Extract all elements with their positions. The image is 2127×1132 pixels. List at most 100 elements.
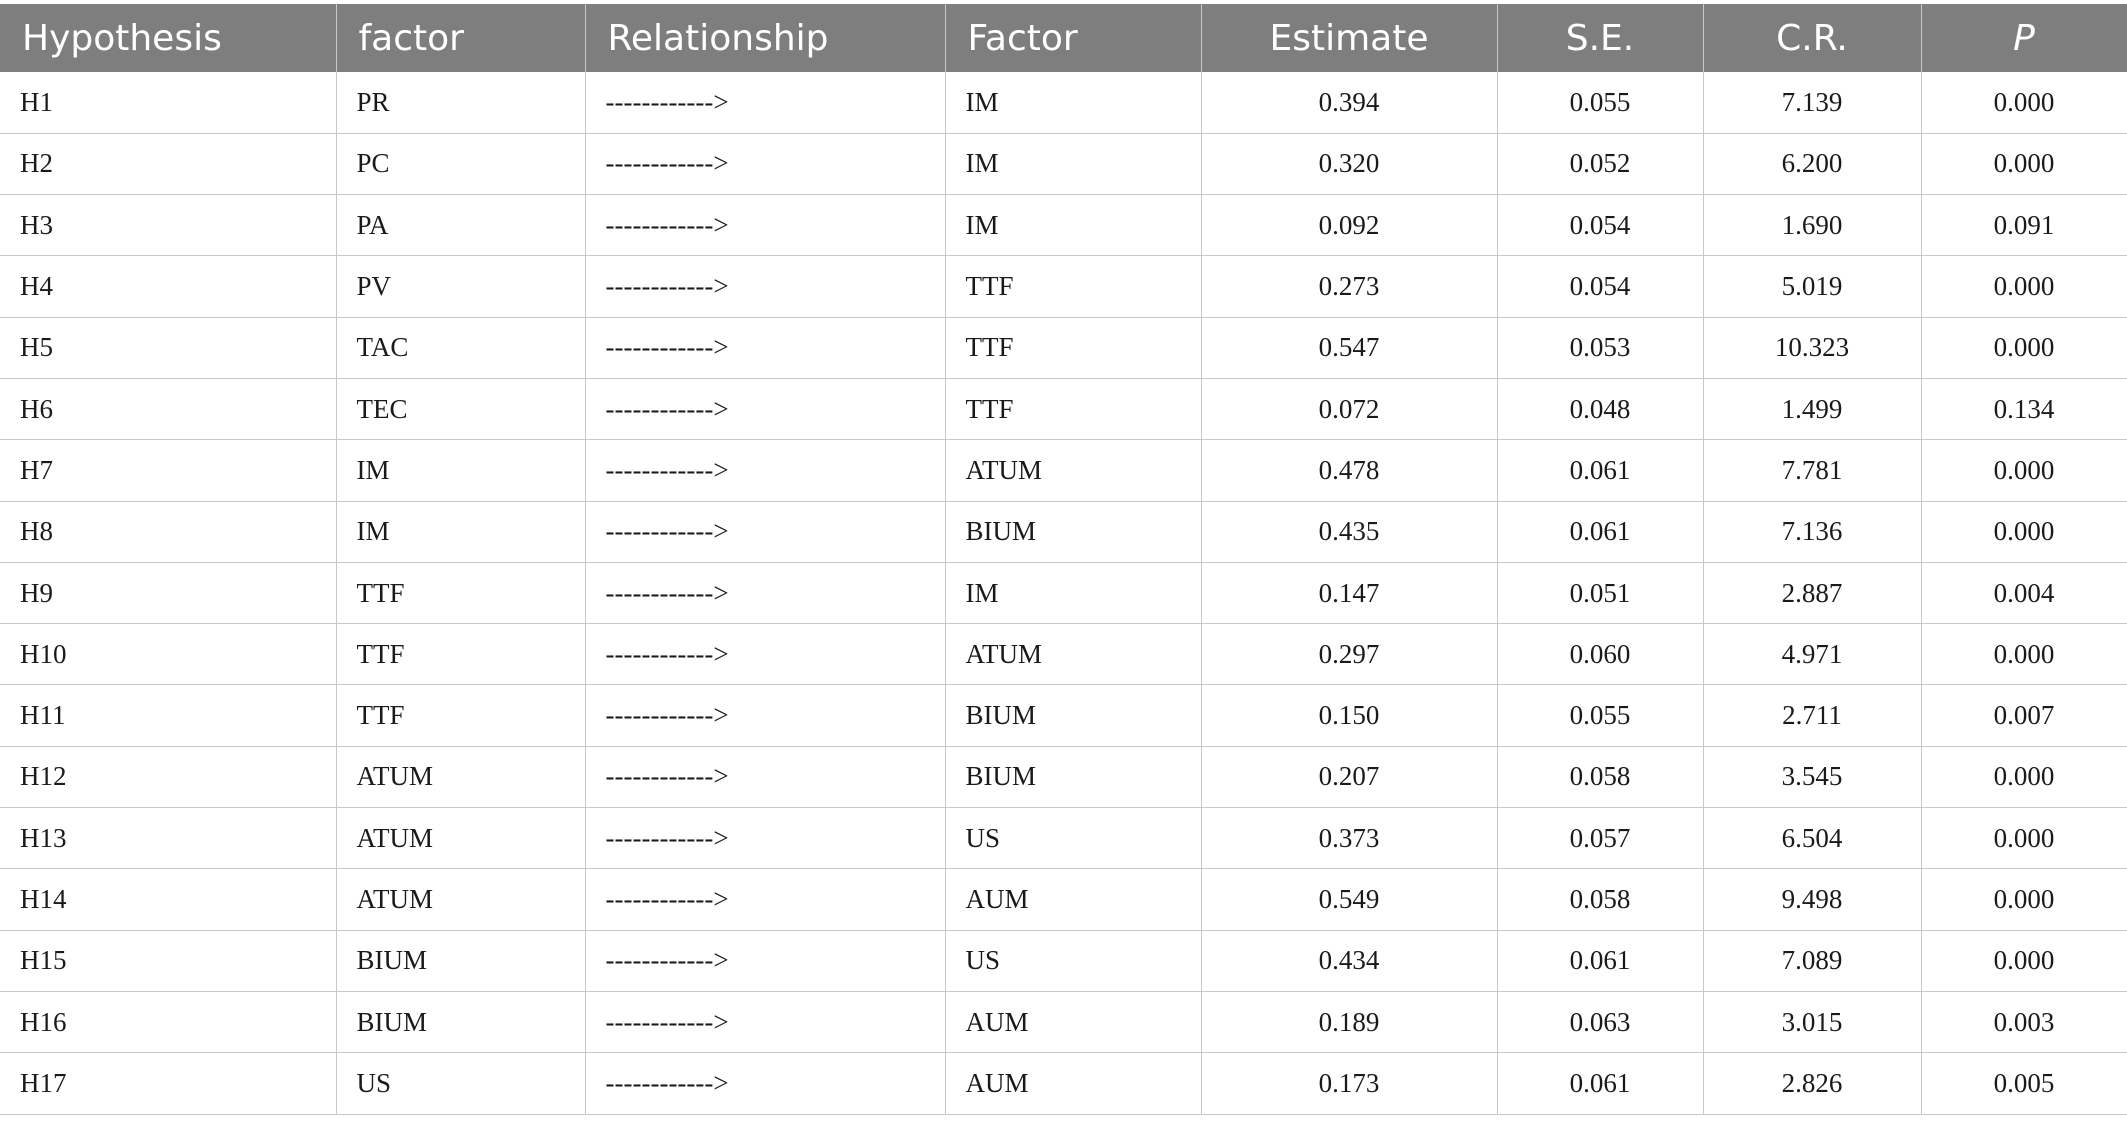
p-value-cell: 0.000: [1921, 255, 2127, 318]
p-value-cell: 0.007: [1921, 684, 2127, 747]
cr-cell: 6.504: [1703, 807, 1922, 870]
table-row: H4 PV ------------> TTF 0.273 0.054 5.019 0.000: [0, 255, 2127, 318]
se-cell: 0.054: [1497, 255, 1704, 318]
cr-cell: 2.711: [1703, 684, 1922, 747]
p-value-cell: 0.000: [1921, 133, 2127, 196]
source-factor-cell: BIUM: [336, 991, 586, 1054]
source-factor-cell: TEC: [336, 378, 586, 441]
hypothesis-cell: H4: [0, 255, 337, 318]
p-value-cell: 0.000: [1921, 807, 2127, 870]
se-cell: 0.060: [1497, 623, 1704, 686]
se-cell: 0.055: [1497, 72, 1704, 134]
table-row: H7 IM ------------> ATUM 0.478 0.061 7.781 0.00…: [0, 439, 2127, 502]
cr-cell: 5.019: [1703, 255, 1922, 318]
target-factor-cell: IM: [945, 562, 1202, 625]
cr-cell: 3.545: [1703, 746, 1922, 809]
se-cell: 0.058: [1497, 868, 1704, 931]
header-critical-ratio: C.R.: [1703, 4, 1922, 72]
cr-cell: 6.200: [1703, 133, 1922, 196]
source-factor-cell: ATUM: [336, 868, 586, 931]
relationship-cell: ------------>: [585, 1052, 946, 1115]
p-value-cell: 0.134: [1921, 378, 2127, 441]
target-factor-cell: BIUM: [945, 746, 1202, 809]
se-cell: 0.055: [1497, 684, 1704, 747]
se-cell: 0.061: [1497, 501, 1704, 563]
target-factor-cell: US: [945, 807, 1202, 870]
target-factor-cell: TTF: [945, 378, 1202, 441]
header-p-value: P: [1921, 4, 2127, 72]
table-row: H10 TTF ------------> ATUM 0.297 0.060 4.971 0.…: [0, 623, 2127, 686]
hypothesis-cell: H5: [0, 317, 337, 379]
table-row: H8 IM ------------> BIUM 0.435 0.061 7.136 0.00…: [0, 501, 2127, 563]
se-cell: 0.048: [1497, 378, 1704, 441]
relationship-cell: ------------>: [585, 562, 946, 625]
cr-cell: 7.139: [1703, 72, 1922, 134]
estimate-cell: 0.320: [1201, 133, 1498, 196]
se-cell: 0.061: [1497, 930, 1704, 992]
hypothesis-cell: H14: [0, 868, 337, 931]
source-factor-cell: ATUM: [336, 807, 586, 870]
hypothesis-cell: H7: [0, 439, 337, 502]
hypothesis-results-table: Hypothesis factor Relationship Factor Es…: [0, 4, 2127, 1115]
se-cell: 0.054: [1497, 194, 1704, 257]
relationship-cell: ------------>: [585, 746, 946, 809]
cr-cell: 7.136: [1703, 501, 1922, 563]
se-cell: 0.052: [1497, 133, 1704, 196]
header-hypothesis: Hypothesis: [0, 4, 337, 72]
target-factor-cell: ATUM: [945, 623, 1202, 686]
p-value-cell: 0.000: [1921, 501, 2127, 563]
hypothesis-cell: H11: [0, 684, 337, 747]
target-factor-cell: AUM: [945, 1052, 1202, 1115]
estimate-cell: 0.435: [1201, 501, 1498, 563]
cr-cell: 3.015: [1703, 991, 1922, 1054]
estimate-cell: 0.394: [1201, 72, 1498, 134]
source-factor-cell: US: [336, 1052, 586, 1115]
p-value-cell: 0.000: [1921, 439, 2127, 502]
se-cell: 0.061: [1497, 439, 1704, 502]
table-row: H1 PR ------------> IM 0.394 0.055 7.139 0.000: [0, 72, 2127, 134]
source-factor-cell: ATUM: [336, 746, 586, 809]
cr-cell: 7.089: [1703, 930, 1922, 992]
estimate-cell: 0.189: [1201, 991, 1498, 1054]
relationship-cell: ------------>: [585, 807, 946, 870]
target-factor-cell: IM: [945, 194, 1202, 257]
source-factor-cell: PC: [336, 133, 586, 196]
target-factor-cell: AUM: [945, 868, 1202, 931]
source-factor-cell: TAC: [336, 317, 586, 379]
cr-cell: 9.498: [1703, 868, 1922, 931]
se-cell: 0.057: [1497, 807, 1704, 870]
se-cell: 0.061: [1497, 1052, 1704, 1115]
estimate-cell: 0.434: [1201, 930, 1498, 992]
hypothesis-cell: H15: [0, 930, 337, 992]
table-row: H17 US ------------> AUM 0.173 0.061 2.826 0.00…: [0, 1052, 2127, 1115]
p-value-cell: 0.091: [1921, 194, 2127, 257]
hypothesis-cell: H1: [0, 72, 337, 134]
target-factor-cell: TTF: [945, 317, 1202, 379]
hypothesis-cell: H13: [0, 807, 337, 870]
table-row: H9 TTF ------------> IM 0.147 0.051 2.887 0.004: [0, 562, 2127, 625]
source-factor-cell: TTF: [336, 623, 586, 686]
target-factor-cell: IM: [945, 72, 1202, 134]
p-value-cell: 0.004: [1921, 562, 2127, 625]
header-standard-error: S.E.: [1497, 4, 1704, 72]
table-header-row: Hypothesis factor Relationship Factor Es…: [0, 4, 2127, 72]
se-cell: 0.063: [1497, 991, 1704, 1054]
cr-cell: 4.971: [1703, 623, 1922, 686]
header-factor-source: factor: [336, 4, 586, 72]
source-factor-cell: TTF: [336, 562, 586, 625]
hypothesis-cell: H3: [0, 194, 337, 257]
relationship-cell: ------------>: [585, 439, 946, 502]
relationship-cell: ------------>: [585, 684, 946, 747]
estimate-cell: 0.072: [1201, 378, 1498, 441]
estimate-cell: 0.547: [1201, 317, 1498, 379]
table-row: H6 TEC ------------> TTF 0.072 0.048 1.499 0.13…: [0, 378, 2127, 441]
target-factor-cell: TTF: [945, 255, 1202, 318]
source-factor-cell: IM: [336, 439, 586, 502]
p-value-cell: 0.000: [1921, 623, 2127, 686]
source-factor-cell: IM: [336, 501, 586, 563]
estimate-cell: 0.147: [1201, 562, 1498, 625]
estimate-cell: 0.207: [1201, 746, 1498, 809]
target-factor-cell: AUM: [945, 991, 1202, 1054]
p-value-cell: 0.000: [1921, 72, 2127, 134]
